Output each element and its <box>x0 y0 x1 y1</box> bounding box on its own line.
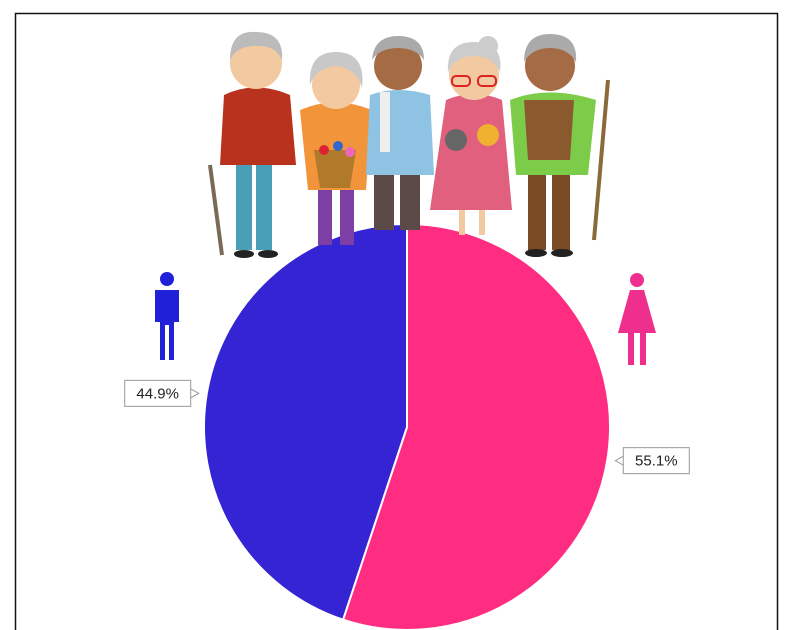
label-box <box>622 447 690 475</box>
data-label: 55.1% <box>635 453 678 470</box>
person <box>510 34 610 257</box>
female-icon <box>618 273 656 365</box>
pie-slice <box>341 222 611 630</box>
label-box <box>124 379 192 407</box>
person <box>430 36 512 235</box>
person <box>300 52 372 245</box>
data-label: 44.9% <box>136 385 179 402</box>
illustration <box>208 31 610 258</box>
person <box>366 36 434 230</box>
male-icon <box>155 272 179 360</box>
pie <box>203 222 611 630</box>
frame <box>14 12 779 630</box>
person <box>208 31 296 258</box>
